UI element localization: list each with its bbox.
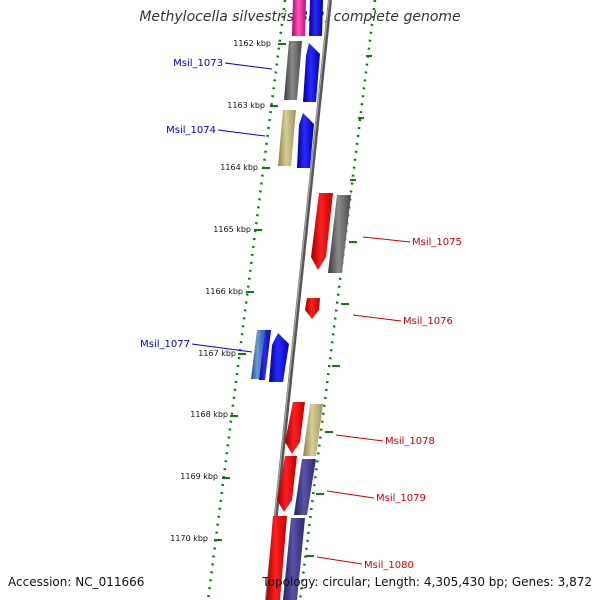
tick-label-1165: 1165 kbp [213,225,251,234]
gene-arrow-msil-1076[interactable] [305,298,320,319]
tick-label-1167: 1167 kbp [198,349,236,358]
feature-bar-slate[interactable] [294,459,316,515]
gene-arrow-msil-1074[interactable] [297,113,314,168]
feature-bar-gray-2[interactable] [328,195,351,273]
tick-label-1168: 1168 kbp [190,410,228,419]
gene-arrow-msil-1073[interactable] [303,43,320,102]
feature-bar-khaki-2[interactable] [303,404,323,456]
gene-label-msil-1074[interactable]: Msil_1074 [166,125,216,136]
tick-label-1163: 1163 kbp [227,101,265,110]
inner-scale-ring [206,0,287,600]
gene-label-msil-1079[interactable]: Msil_1079 [376,493,426,504]
tick-label-1166: 1166 kbp [205,287,243,296]
tick-label-1170: 1170 kbp [170,534,208,543]
left-leader-lines [191,62,273,353]
right-leader-lines [316,236,411,565]
feature-bar-khaki[interactable] [278,110,296,166]
gene-arrow-msil-1077b[interactable] [269,333,289,382]
feature-bar-steelblue[interactable] [251,330,265,379]
feature-bar-magenta[interactable] [292,0,306,36]
feature-bar-gray[interactable] [284,41,302,100]
topology-summary: Topology: circular; Length: 4,305,430 bp… [262,575,592,589]
gene-label-msil-1078[interactable]: Msil_1078 [385,436,435,447]
gene-label-msil-1073[interactable]: Msil_1073 [173,58,223,69]
gene-label-msil-1080[interactable]: Msil_1080 [364,560,414,571]
gene-label-msil-1076[interactable]: Msil_1076 [403,316,453,327]
gene-arrow-msil-1075[interactable] [311,193,333,270]
gene-arrow-msil-1077a[interactable] [259,330,271,380]
tick-label-1169: 1169 kbp [180,472,218,481]
genome-backbone-highlight [265,0,330,600]
gene-label-msil-1075[interactable]: Msil_1075 [412,237,462,248]
tick-label-1162: 1162 kbp [233,39,271,48]
accession-text: Accession: NC_011666 [8,575,145,589]
gene-arrow-msil-1079[interactable] [277,456,297,512]
scale-ticks [214,43,372,557]
gene-arrow-forward[interactable] [309,0,323,36]
feature-bar-slate-2[interactable] [283,518,305,600]
gene-arrow-msil-1080[interactable] [266,516,287,600]
gene-arrow-msil-1078[interactable] [285,402,305,454]
tick-label-1164: 1164 kbp [220,163,258,172]
gene-label-msil-1077[interactable]: Msil_1077 [140,339,190,350]
